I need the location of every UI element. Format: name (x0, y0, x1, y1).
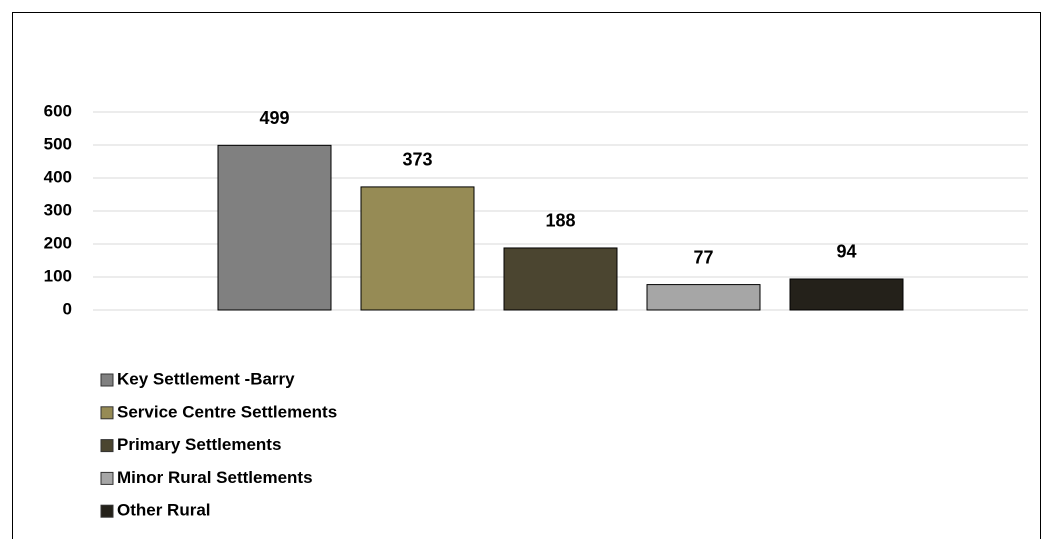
legend-label: Other Rural (117, 501, 211, 520)
y-tick-label: 600 (44, 101, 72, 120)
legend-label: Service Centre Settlements (117, 402, 337, 421)
y-tick-label: 100 (44, 266, 72, 285)
legend-label: Key Settlement -Barry (117, 369, 295, 388)
legend-swatch (100, 439, 114, 453)
value-label: 77 (693, 247, 713, 267)
legend-swatch (100, 504, 114, 518)
bar (360, 186, 475, 311)
bar (503, 247, 618, 311)
y-tick-label: 500 (44, 134, 72, 153)
value-label: 373 (402, 150, 432, 170)
y-tick-label: 200 (44, 233, 72, 252)
y-tick-label: 400 (44, 167, 72, 186)
bar (646, 284, 761, 311)
y-tick-label: 300 (44, 200, 72, 219)
legend-label: Minor Rural Settlements (117, 468, 313, 487)
y-tick-label: 0 (63, 299, 72, 318)
bar (789, 278, 904, 311)
value-label: 499 (259, 108, 289, 128)
legend-swatch (100, 373, 114, 387)
chart-border (12, 12, 1041, 539)
value-label: 188 (545, 211, 575, 231)
bar (217, 144, 332, 311)
legend-swatch (100, 406, 114, 420)
legend-label: Primary Settlements (117, 435, 281, 454)
legend-swatch (100, 471, 114, 485)
value-label: 94 (836, 242, 856, 262)
